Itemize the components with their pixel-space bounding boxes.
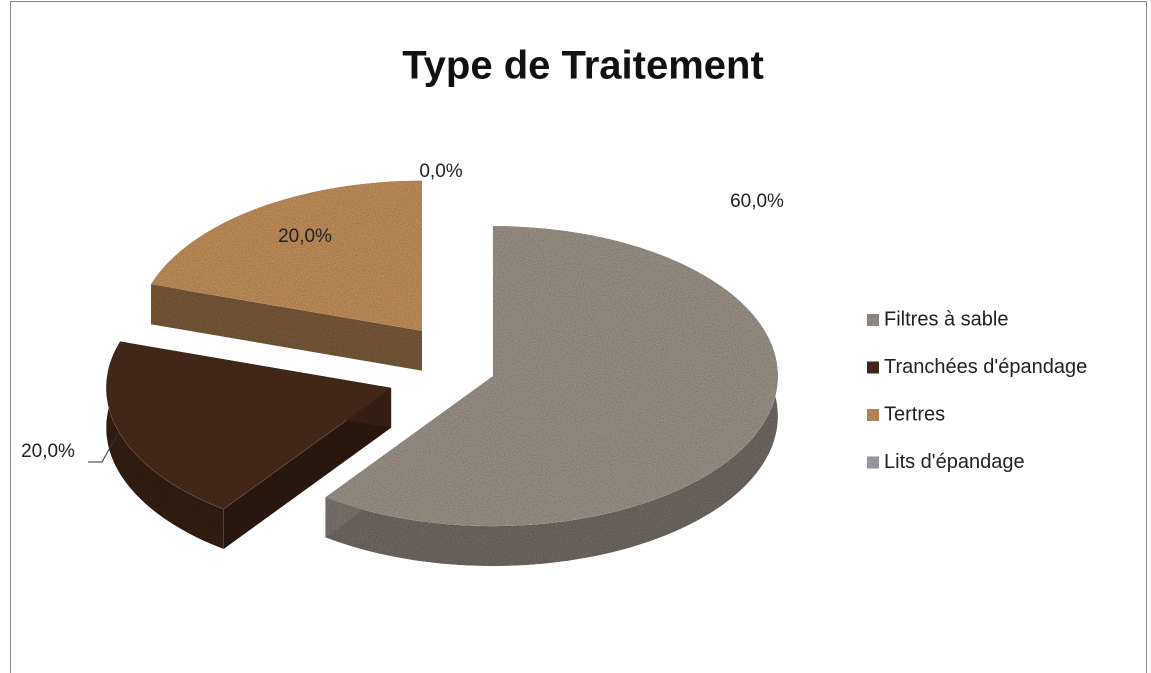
slice-wall [223,387,392,550]
legend-swatch [867,314,879,326]
leader-line [88,429,121,463]
slice-wall [151,284,422,371]
legend-label: Tertres [884,403,945,425]
legend-label: Filtres à sable [884,308,1009,330]
legend: Filtres à sable Tranchées d'épandage Tertr… [867,308,1087,473]
legend-swatch [867,456,879,469]
legend-swatch [867,361,879,374]
pie [106,180,778,567]
slice [325,226,778,567]
data-label: 60,0% [730,191,784,212]
slice [106,341,392,550]
legend-label: Lits d'épandage [884,451,1025,473]
legend-swatch [867,409,879,421]
data-label: 20,0% [21,441,75,462]
slice [151,180,422,371]
slice-top [151,180,422,331]
slice-side [106,341,224,550]
data-label: 0,0% [419,161,462,182]
slice-top [106,341,392,510]
slice-side [325,226,778,567]
data-labels: 60,0% 20,0% 20,0% 0,0% [21,161,784,463]
legend-label: Tranchées d'épandage [884,356,1087,378]
data-label: 20,0% [278,226,332,247]
slice-top [325,226,778,527]
chart-title: Type de Traitement [402,44,764,88]
